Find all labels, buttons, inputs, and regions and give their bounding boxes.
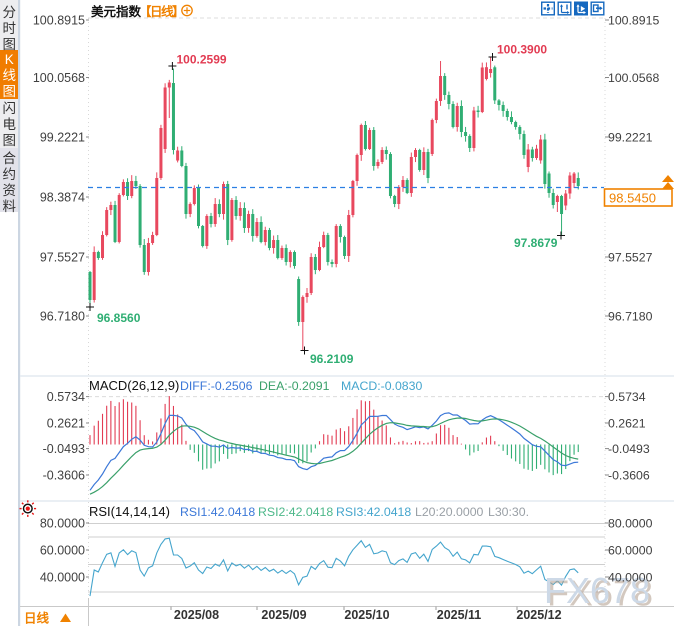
- svg-text:2025/11: 2025/11: [437, 608, 482, 622]
- svg-text:MACD:-0.0830: MACD:-0.0830: [341, 379, 422, 393]
- svg-text:-0.3606: -0.3606: [43, 469, 85, 483]
- svg-text:RSI2:42.0418: RSI2:42.0418: [258, 505, 333, 519]
- svg-text:96.2109: 96.2109: [310, 352, 354, 366]
- svg-text:100.8915: 100.8915: [33, 14, 85, 28]
- svg-text:40.0000: 40.0000: [40, 571, 85, 585]
- svg-text:2025/08: 2025/08: [174, 608, 219, 622]
- svg-text:0.2621: 0.2621: [608, 417, 646, 431]
- svg-text:MACD(26,12,9): MACD(26,12,9): [89, 378, 179, 393]
- svg-text:料: 料: [2, 199, 16, 214]
- svg-text:98.5450: 98.5450: [609, 191, 656, 206]
- svg-text:97.5527: 97.5527: [608, 251, 653, 265]
- svg-text:0.5734: 0.5734: [47, 390, 85, 404]
- svg-text:100.3900: 100.3900: [497, 43, 547, 57]
- svg-text:96.7180: 96.7180: [608, 310, 653, 324]
- svg-text:合: 合: [2, 151, 16, 166]
- svg-text:100.8915: 100.8915: [608, 14, 659, 28]
- svg-text:99.2221: 99.2221: [608, 131, 653, 145]
- svg-text:RSI3:42.0418: RSI3:42.0418: [336, 505, 411, 519]
- svg-text:96.7180: 96.7180: [40, 310, 85, 324]
- svg-text:96.8560: 96.8560: [97, 311, 141, 325]
- svg-text:-0.0493: -0.0493: [608, 442, 650, 456]
- svg-text:图: 图: [2, 133, 16, 148]
- svg-text:RSI1:42.0418: RSI1:42.0418: [180, 505, 255, 519]
- svg-text:0.2621: 0.2621: [47, 417, 85, 431]
- svg-text:分: 分: [2, 5, 16, 20]
- svg-text:约: 约: [2, 167, 16, 182]
- svg-text:97.8679: 97.8679: [514, 236, 558, 250]
- svg-text:电: 电: [2, 117, 16, 132]
- svg-text:线: 线: [2, 68, 16, 83]
- svg-text:80.0000: 80.0000: [608, 517, 653, 531]
- svg-text:图: 图: [2, 84, 16, 99]
- svg-text:时: 时: [2, 21, 16, 36]
- svg-text:FX678: FX678: [544, 570, 650, 611]
- svg-text:40.0000: 40.0000: [608, 571, 653, 585]
- svg-text:99.2221: 99.2221: [40, 131, 85, 145]
- svg-text:日线: 日线: [24, 611, 50, 626]
- svg-text:-0.3606: -0.3606: [608, 469, 650, 483]
- svg-text:60.0000: 60.0000: [40, 544, 85, 558]
- svg-text:DEA:-0.2091: DEA:-0.2091: [259, 379, 330, 393]
- svg-text:L20:20.0000: L20:20.0000: [415, 505, 484, 519]
- svg-text:2025/12: 2025/12: [516, 608, 561, 622]
- svg-text:资: 资: [2, 183, 16, 198]
- svg-text:美元指数: 美元指数: [91, 4, 142, 19]
- svg-text:2025/10: 2025/10: [344, 608, 389, 622]
- svg-text:98.3874: 98.3874: [40, 191, 85, 205]
- svg-text:0.5734: 0.5734: [608, 390, 646, 404]
- svg-text:100.0568: 100.0568: [608, 71, 659, 85]
- svg-text:RSI(14,14,14): RSI(14,14,14): [89, 504, 170, 519]
- svg-text:97.5527: 97.5527: [40, 251, 85, 265]
- svg-text:2025/09: 2025/09: [261, 608, 306, 622]
- svg-text:100.0568: 100.0568: [33, 71, 85, 85]
- svg-text:K: K: [5, 52, 14, 67]
- svg-text:图: 图: [2, 37, 16, 52]
- svg-text:100.2599: 100.2599: [177, 53, 227, 67]
- svg-text:闪: 闪: [2, 101, 16, 116]
- svg-text:【日线】: 【日线】: [139, 4, 183, 19]
- svg-text:80.0000: 80.0000: [40, 517, 85, 531]
- svg-text:60.0000: 60.0000: [608, 544, 653, 558]
- svg-text:FX678: FX678: [547, 573, 653, 614]
- svg-text:-0.0493: -0.0493: [43, 442, 85, 456]
- svg-text:L30:30.: L30:30.: [488, 505, 529, 519]
- svg-text:DIFF:-0.2506: DIFF:-0.2506: [180, 379, 253, 393]
